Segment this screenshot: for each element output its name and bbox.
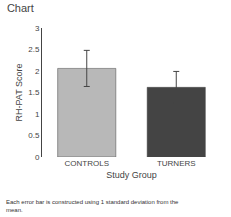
svg-text:0.5: 0.5 (28, 131, 40, 140)
svg-text:TURNERS: TURNERS (157, 159, 196, 168)
svg-text:1.5: 1.5 (28, 88, 40, 97)
svg-text:2: 2 (35, 67, 40, 76)
svg-text:Chart: Chart (7, 2, 34, 14)
svg-text:CONTROLS: CONTROLS (65, 159, 109, 168)
svg-text:1: 1 (35, 110, 40, 119)
svg-text:2.5: 2.5 (28, 45, 40, 54)
svg-text:RH-PAT Score: RH-PAT Score (14, 63, 24, 121)
svg-text:Each error bar is constructed: Each error bar is constructed using 1 st… (6, 199, 179, 213)
svg-text:3: 3 (35, 24, 40, 33)
svg-text:0: 0 (35, 153, 40, 162)
svg-text:Study Group: Study Group (106, 170, 157, 180)
